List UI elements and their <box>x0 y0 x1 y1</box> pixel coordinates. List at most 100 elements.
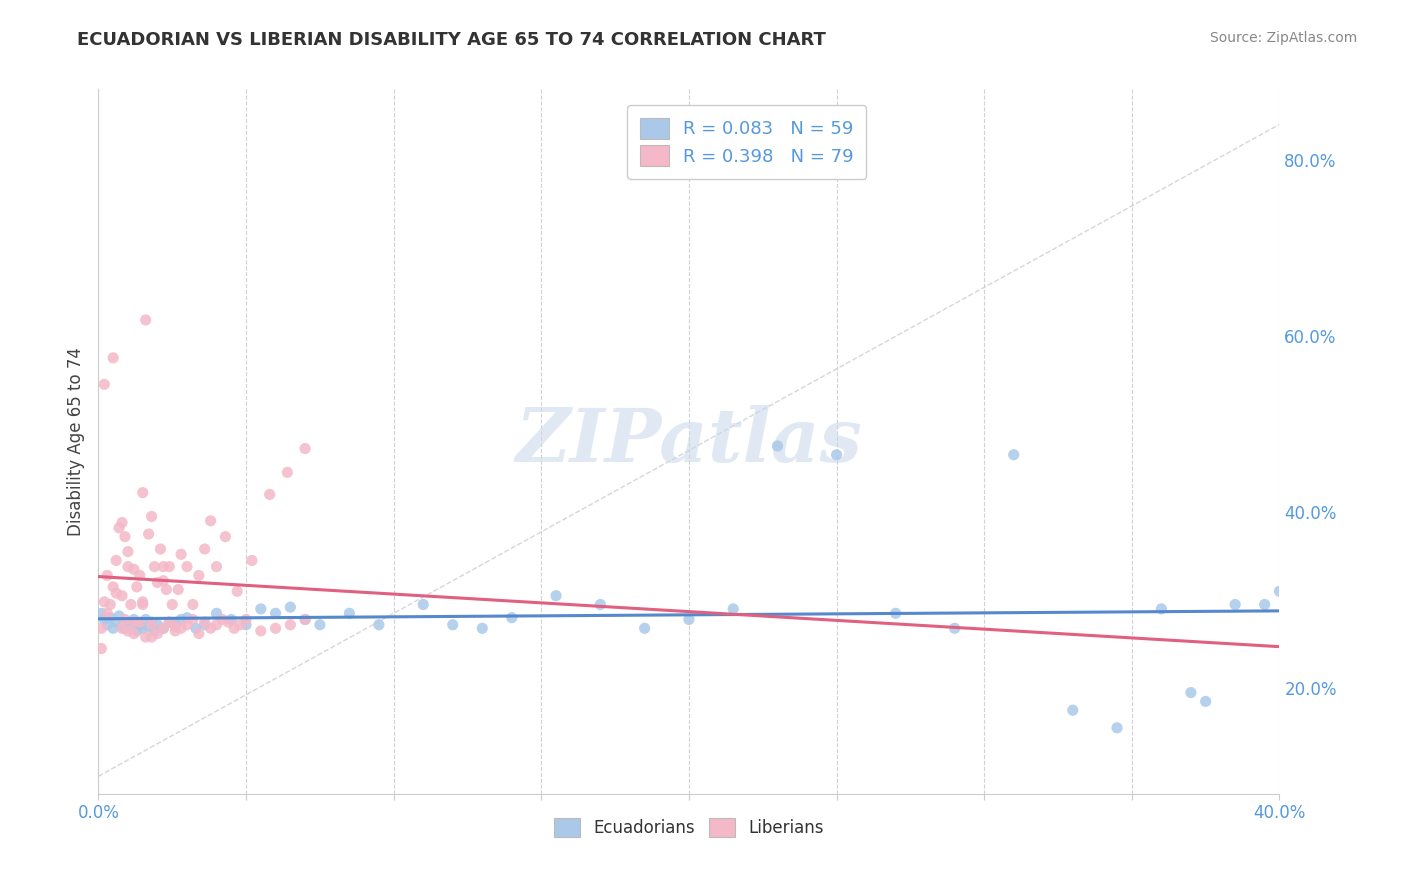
Point <box>135 630 157 644</box>
Point <box>96 617 118 632</box>
Point <box>211 612 233 626</box>
Point <box>128 568 150 582</box>
Point <box>280 617 302 632</box>
Point <box>1107 721 1129 735</box>
Point <box>165 624 187 638</box>
Point <box>157 615 180 629</box>
Point <box>125 580 148 594</box>
Point <box>125 624 148 638</box>
Point <box>98 610 121 624</box>
Point <box>120 617 142 632</box>
Point <box>122 612 145 626</box>
Point <box>132 621 155 635</box>
Point <box>214 530 236 544</box>
Point <box>884 607 907 621</box>
Point <box>200 621 222 635</box>
Text: Source: ZipAtlas.com: Source: ZipAtlas.com <box>1209 31 1357 45</box>
Point <box>157 615 180 629</box>
Point <box>501 610 523 624</box>
Point <box>114 530 136 544</box>
Point <box>117 615 139 629</box>
Point <box>98 598 121 612</box>
Point <box>589 598 612 612</box>
Point <box>170 621 193 635</box>
Point <box>103 580 125 594</box>
Point <box>235 617 257 632</box>
Point <box>90 641 112 656</box>
Point <box>176 617 198 632</box>
Point <box>825 448 848 462</box>
Point <box>141 617 163 632</box>
Point <box>138 619 160 633</box>
Point <box>165 619 187 633</box>
Point <box>141 509 163 524</box>
Text: ZIPatlas: ZIPatlas <box>516 405 862 478</box>
Point <box>205 617 228 632</box>
Point <box>184 621 207 635</box>
Point <box>105 615 128 629</box>
Point <box>187 568 209 582</box>
Point <box>93 612 115 626</box>
Point <box>194 541 217 556</box>
Point <box>146 617 169 632</box>
Point <box>309 617 332 632</box>
Point <box>1268 584 1291 599</box>
Point <box>226 584 249 599</box>
Point <box>167 582 190 597</box>
Point <box>149 541 172 556</box>
Point <box>93 377 115 392</box>
Point <box>634 621 657 635</box>
Point <box>766 439 789 453</box>
Point <box>122 562 145 576</box>
Point <box>264 621 287 635</box>
Point <box>250 624 273 638</box>
Point <box>120 598 142 612</box>
Point <box>200 514 222 528</box>
Point <box>294 442 316 456</box>
Point <box>217 615 239 629</box>
Point <box>152 621 174 635</box>
Point <box>152 621 174 635</box>
Point <box>90 621 112 635</box>
Point <box>368 617 391 632</box>
Point <box>135 313 157 327</box>
Point <box>176 610 198 624</box>
Point <box>103 351 125 365</box>
Point <box>111 589 134 603</box>
Point <box>194 617 217 632</box>
Point <box>181 612 204 626</box>
Point <box>471 621 494 635</box>
Point <box>117 624 139 638</box>
Point <box>108 521 131 535</box>
Point <box>117 544 139 558</box>
Point <box>294 612 316 626</box>
Point <box>157 559 180 574</box>
Point <box>294 612 316 626</box>
Point <box>96 607 118 621</box>
Point <box>1150 602 1173 616</box>
Point <box>205 559 228 574</box>
Point <box>143 624 166 638</box>
Point <box>441 617 464 632</box>
Point <box>105 586 128 600</box>
Point <box>1002 448 1025 462</box>
Point <box>111 619 134 633</box>
Point <box>723 602 745 616</box>
Point <box>205 607 228 621</box>
Point <box>170 547 193 561</box>
Point <box>146 575 169 590</box>
Y-axis label: Disability Age 65 to 74: Disability Age 65 to 74 <box>66 347 84 536</box>
Point <box>132 485 155 500</box>
Point <box>141 630 163 644</box>
Point <box>128 615 150 629</box>
Point <box>280 600 302 615</box>
Point <box>122 615 145 629</box>
Point <box>187 626 209 640</box>
Point <box>143 559 166 574</box>
Point <box>240 553 263 567</box>
Point <box>170 612 193 626</box>
Point <box>114 621 136 635</box>
Point <box>250 602 273 616</box>
Point <box>111 516 134 530</box>
Point <box>224 621 246 635</box>
